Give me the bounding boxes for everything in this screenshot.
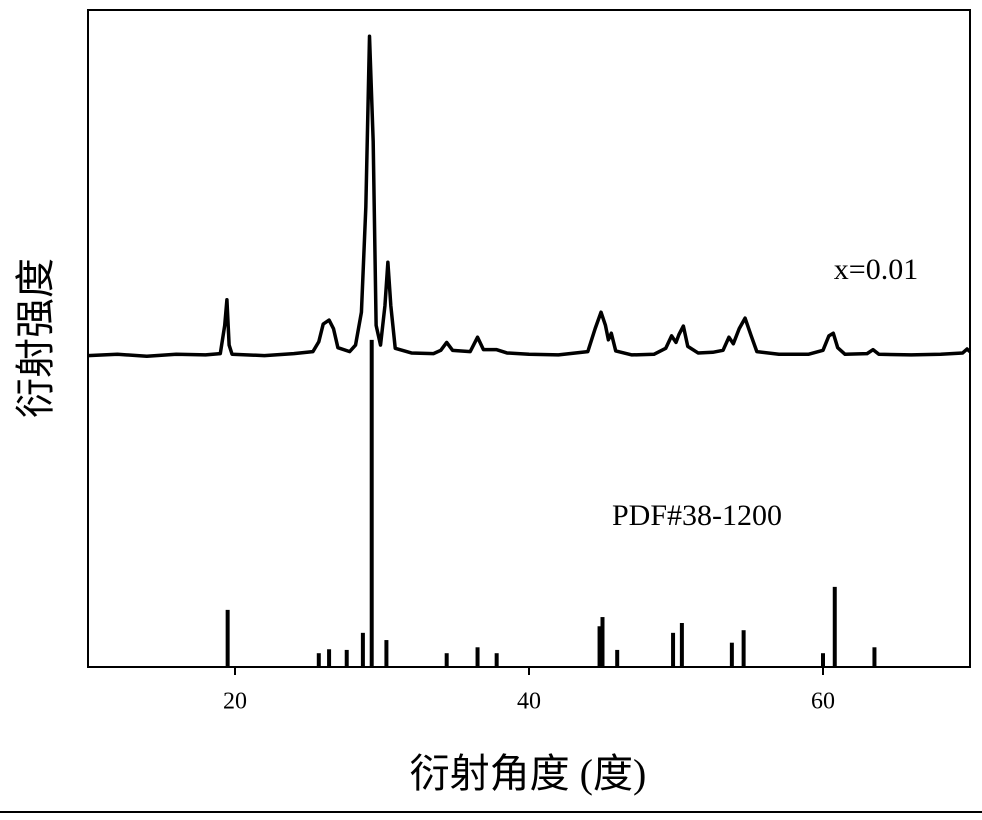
- x-tick-label: 20: [223, 689, 247, 715]
- x-tick-label: 60: [811, 689, 835, 715]
- xrd-curve: [87, 34, 972, 358]
- x-tick-label: 40: [517, 689, 541, 715]
- plot-frame: [87, 9, 971, 668]
- reference-annotation: PDF#38-1200: [612, 499, 782, 532]
- y-axis-label: 衍射强度: [13, 258, 58, 418]
- sample-annotation: x=0.01: [834, 253, 918, 286]
- x-axis-label: 衍射角度 (度): [410, 751, 647, 796]
